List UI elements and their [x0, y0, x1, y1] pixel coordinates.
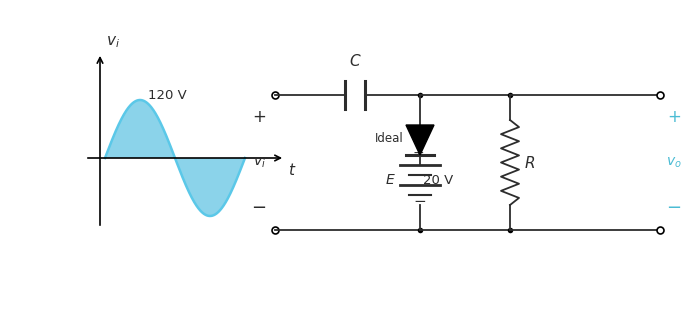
- Text: $t$: $t$: [288, 162, 297, 178]
- Polygon shape: [105, 100, 175, 158]
- Text: +: +: [667, 108, 681, 126]
- Text: $v_o$: $v_o$: [666, 155, 682, 170]
- Text: 120 V: 120 V: [148, 89, 186, 102]
- Text: $R$: $R$: [524, 155, 536, 171]
- Text: −: −: [414, 193, 426, 209]
- Polygon shape: [406, 125, 434, 155]
- Polygon shape: [175, 158, 245, 216]
- Text: +: +: [252, 108, 266, 126]
- Text: $v_i$: $v_i$: [106, 34, 120, 50]
- Text: C: C: [350, 54, 360, 69]
- Text: $E$: $E$: [385, 173, 396, 187]
- Text: +: +: [412, 146, 423, 160]
- Text: Ideal: Ideal: [375, 131, 404, 144]
- Text: −: −: [251, 199, 267, 217]
- Text: $v_i$: $v_i$: [253, 155, 265, 170]
- Text: −: −: [666, 199, 682, 217]
- Text: 20 V: 20 V: [423, 173, 454, 186]
